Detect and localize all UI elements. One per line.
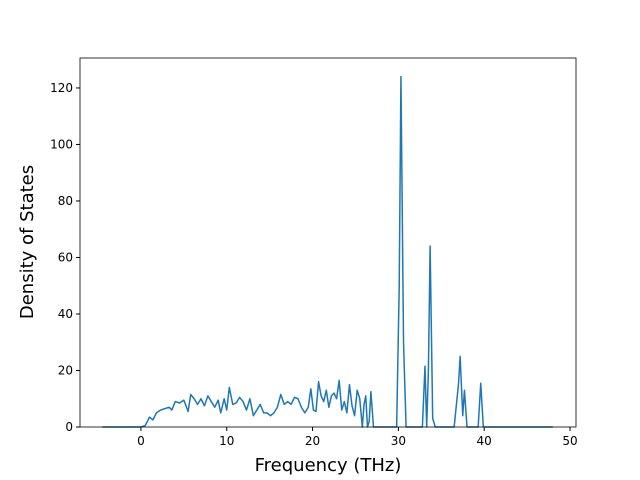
y-axis-label: Density of States xyxy=(17,165,38,319)
plot-frame xyxy=(79,57,577,428)
y-tick-label: 80 xyxy=(58,194,73,208)
y-tick-label: 100 xyxy=(50,137,73,151)
y-tick-label: 60 xyxy=(58,250,73,264)
y-tick-label: 120 xyxy=(50,81,73,95)
x-axis-label: Frequency (THz) xyxy=(255,455,402,476)
x-tick-label: 50 xyxy=(562,434,577,448)
line xyxy=(102,75,553,428)
x-tick-label: 20 xyxy=(305,434,320,448)
x-tick-label: 10 xyxy=(219,434,234,448)
y-tick-label: 40 xyxy=(58,307,73,321)
x-tick-label: 30 xyxy=(391,434,406,448)
x-tick-label: 40 xyxy=(477,434,492,448)
y-tick-label: 20 xyxy=(58,363,73,377)
x-tick-label: 0 xyxy=(137,434,145,448)
y-tick-label: 0 xyxy=(65,420,73,434)
